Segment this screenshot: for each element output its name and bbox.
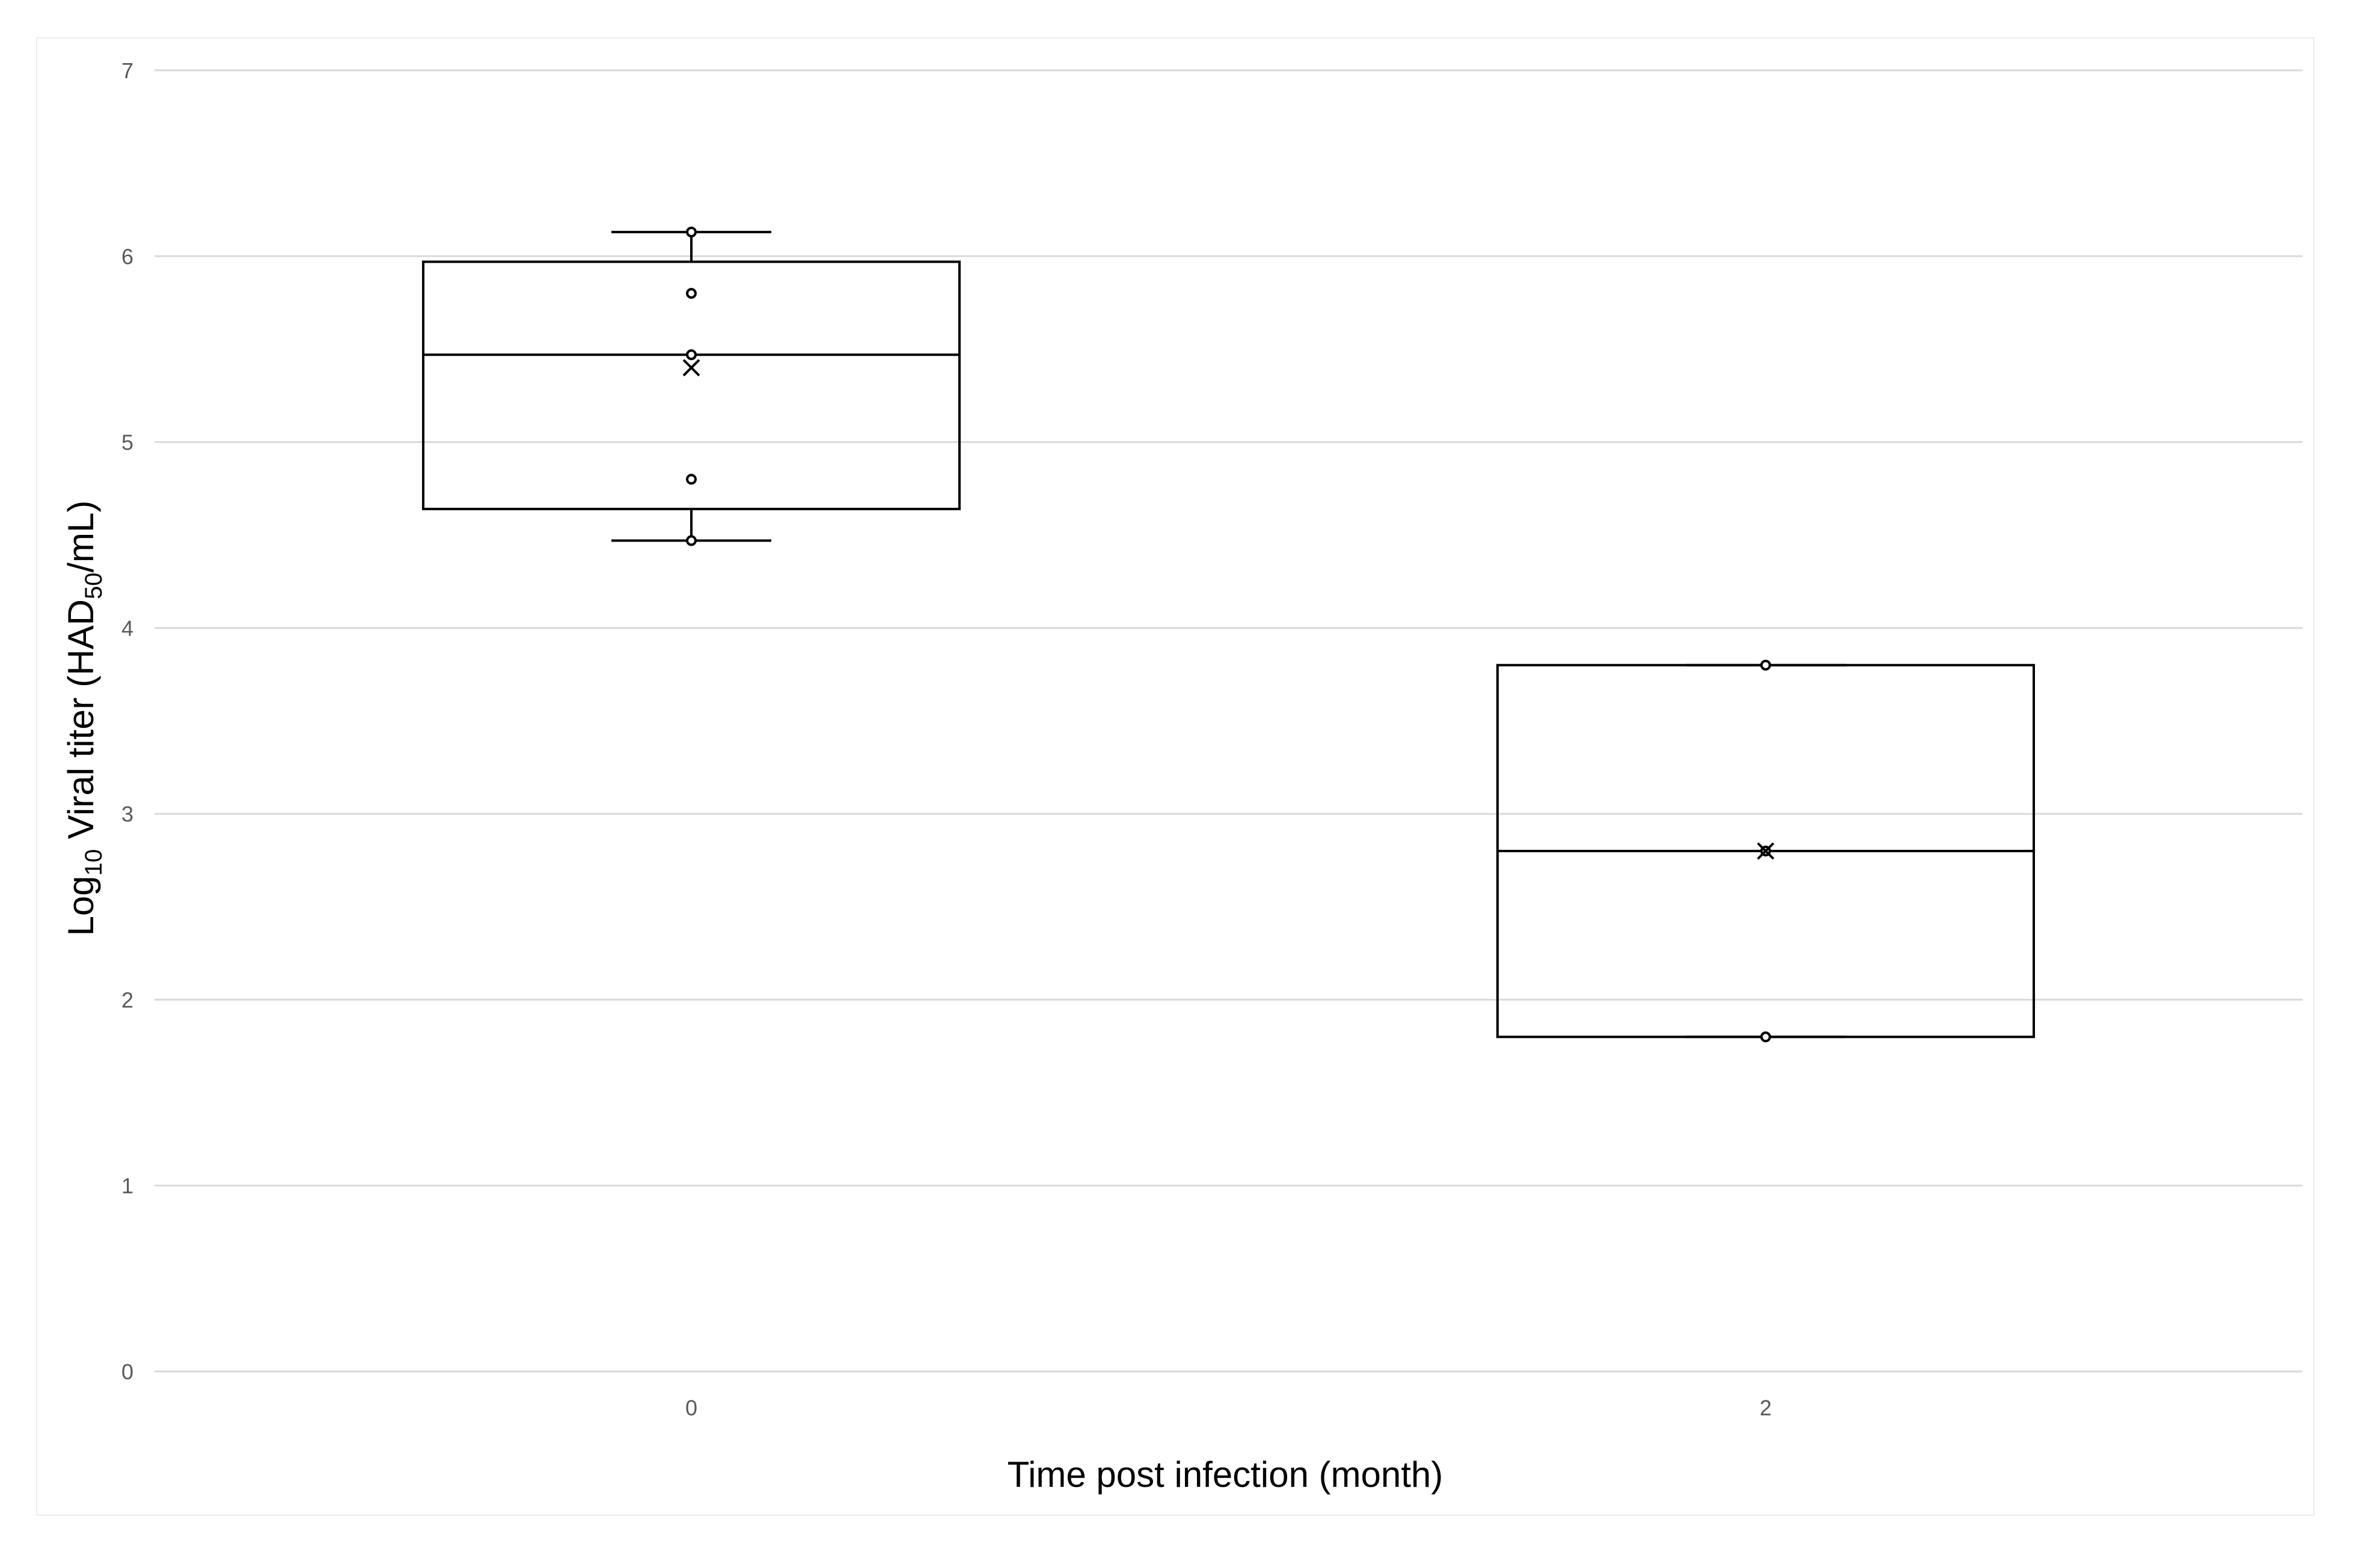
y-axis-title-unit: /mL) [61,501,101,573]
y-axis-title-log-subscript: 10 [81,849,107,876]
y-tick-label-2: 2 [121,987,133,1012]
mean-marker-stroke-b [682,359,700,377]
y-axis-ticks: 0 1 2 3 4 5 6 7 [121,58,133,1384]
data-point-2-0 [1760,659,1771,671]
x-tick-label-0: 0 [685,1396,697,1420]
data-point-0-1 [686,288,697,299]
mean-marker-2 [1757,842,1775,860]
x-axis-title: Time post infection (month) [1008,1454,1443,1495]
chart-area-border [36,37,2315,1516]
y-tick-label-5: 5 [121,430,133,455]
data-point-0-4 [686,535,697,546]
gridlines [155,69,2303,1373]
data-point-0-2 [686,349,697,361]
y-axis-title-log: Log [61,876,101,936]
mean-marker-0 [682,359,700,377]
box-0 [422,260,961,510]
box-group-0 [422,227,961,546]
y-axis-title-main: Viral titer (HAD [61,599,101,849]
y-axis-title: Log10 Viral titer (HAD50/mL) [61,501,107,936]
data-point-0-0 [686,227,697,238]
box-group-2 [1496,659,2035,1043]
data-point-2-2 [1760,1031,1771,1043]
y-tick-label-3: 3 [121,802,133,826]
y-tick-label-1: 1 [121,1174,133,1198]
y-axis-title-had-subscript: 50 [81,573,107,600]
data-point-0-3 [686,474,697,485]
box-series [422,227,2035,1043]
y-tick-label-6: 6 [121,244,133,269]
mean-marker-stroke-b [1757,842,1775,860]
y-tick-label-4: 4 [121,616,133,641]
y-tick-label-7: 7 [121,58,133,83]
y-tick-label-0: 0 [121,1359,133,1384]
x-tick-label-2: 2 [1760,1396,1772,1420]
